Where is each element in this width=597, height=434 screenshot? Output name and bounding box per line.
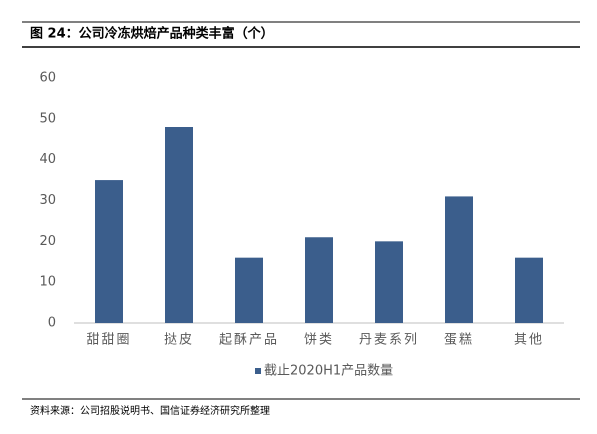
x-tick-label: 丹麦系列 [359, 333, 419, 348]
legend-label: 截止2020H1产品数量 [264, 364, 393, 379]
y-tick-label: 0 [48, 316, 56, 331]
legend-swatch [255, 368, 261, 374]
bar [165, 127, 193, 323]
y-tick-label: 60 [39, 71, 56, 86]
chart-title: 图 24：公司冷冻烘焙产品种类丰富（个） [30, 26, 274, 42]
x-tick-label: 饼类 [304, 333, 334, 348]
y-tick-label: 10 [39, 275, 56, 290]
x-tick-label: 起酥产品 [219, 333, 279, 348]
bar [445, 196, 473, 323]
y-tick-label: 50 [39, 111, 56, 126]
bar [95, 180, 123, 323]
bar [235, 257, 263, 323]
bar [305, 237, 333, 323]
y-tick-label: 40 [39, 152, 56, 167]
y-tick-label: 20 [39, 234, 56, 249]
x-tick-label: 挞皮 [164, 332, 194, 348]
bar [515, 257, 543, 323]
bar [375, 241, 403, 323]
x-tick-label: 甜甜圈 [86, 332, 131, 348]
x-tick-label: 蛋糕 [444, 333, 474, 348]
y-tick-label: 30 [39, 193, 56, 208]
x-tick-label: 其他 [514, 333, 544, 348]
source-note: 资料来源：公司招股说明书、国信证券经济研究所整理 [30, 404, 270, 417]
